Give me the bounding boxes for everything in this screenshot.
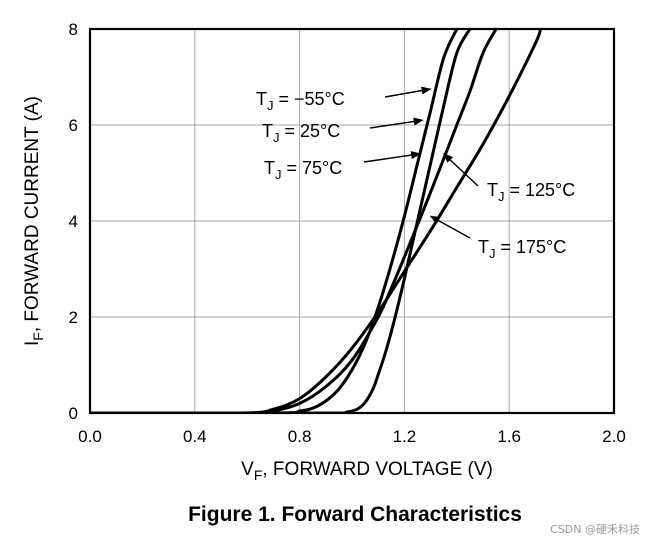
x-tick-label: 1.2 <box>393 427 417 446</box>
annotation-label: TJ = −55°C <box>256 89 345 113</box>
annotation-label: TJ = 175°C <box>478 237 566 261</box>
y-tick-label: 6 <box>69 116 78 135</box>
plot-frame <box>88 27 616 415</box>
annotation-label: TJ = 25°C <box>262 121 340 145</box>
x-tick-label: 0.0 <box>78 427 102 446</box>
curve-tj-25-c <box>90 29 459 413</box>
y-tick-label: 4 <box>69 212 78 231</box>
grid <box>89 28 615 414</box>
annotation-label: TJ = 75°C <box>264 158 342 182</box>
annotation-arrow <box>442 153 479 187</box>
y-tick-labels: 0 2 4 6 8 <box>69 20 78 423</box>
curve-tj-125-c <box>90 29 543 413</box>
y-tick-label: 2 <box>69 308 78 327</box>
x-tick-label: 1.6 <box>497 427 521 446</box>
annotation-arrow <box>429 215 471 239</box>
figure-caption: Figure 1. Forward Characteristics <box>188 503 522 526</box>
x-tick-labels: 0.0 0.4 0.8 1.2 1.6 2.0 <box>78 427 626 446</box>
y-axis-title: IF, FORWARD CURRENT (A) <box>22 96 46 346</box>
x-tick-label: 0.8 <box>288 427 312 446</box>
x-axis-title: VF, FORWARD VOLTAGE (V) <box>241 459 493 483</box>
x-tick-label: 0.4 <box>183 427 207 446</box>
annotation-arrow <box>384 86 432 98</box>
x-tick-label: 2.0 <box>602 427 626 446</box>
annotation-arrow <box>369 117 424 129</box>
annotations: TJ = −55°C TJ = 25°C TJ = 75°C TJ = 125°C TJ… <box>256 86 575 261</box>
watermark-text: CSDN @硬禾科技 <box>550 523 640 536</box>
y-tick-label: 8 <box>69 20 78 39</box>
annotation-arrow <box>363 151 422 163</box>
y-tick-label: 0 <box>69 404 78 423</box>
annotation-label: TJ = 125°C <box>487 180 575 204</box>
